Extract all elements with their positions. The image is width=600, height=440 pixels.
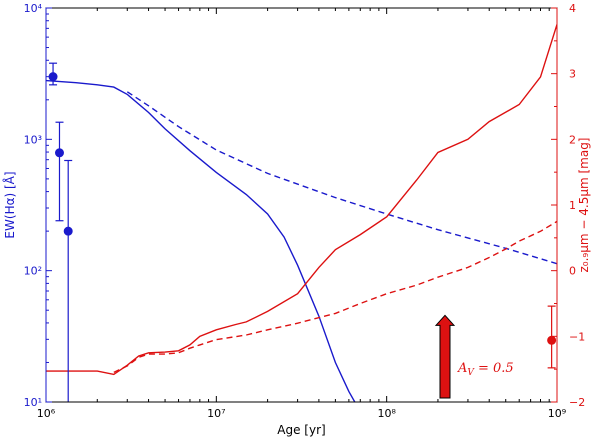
error-point <box>48 62 58 86</box>
annotation-layer: AV = 0.5 <box>434 314 514 399</box>
axes-layer: 10⁶ 10⁷ 10⁸ 10⁹ Age [yr] 10¹ 10² 10³ 10⁴ EW(Hα) [… <box>2 2 591 437</box>
series-line-right-solid <box>46 24 557 376</box>
data-point <box>54 148 64 158</box>
extinction-arrow <box>434 314 456 399</box>
right-tick-label: 3 <box>569 68 576 81</box>
data-point <box>547 335 557 345</box>
data-point <box>63 226 73 236</box>
left-tick-label: 10⁴ <box>24 2 43 15</box>
right-tick-label: 1 <box>569 199 576 212</box>
x-tick-label: 10⁶ <box>37 407 56 420</box>
x-tick-label: 10⁸ <box>377 407 396 420</box>
left-tick-label: 10³ <box>24 133 42 146</box>
right-tick-label: 2 <box>569 133 576 146</box>
left-axis-label: EW(Hα) [Å] <box>2 171 17 238</box>
series-layer <box>46 24 557 402</box>
series-line-left-dashed <box>126 91 557 265</box>
right-tick-label: 4 <box>569 2 576 15</box>
error-point <box>63 159 73 402</box>
series-line-left-solid <box>46 79 356 402</box>
extinction-label: AV = 0.5 <box>457 361 514 378</box>
right-tick-label: −1 <box>569 330 585 343</box>
data-point <box>48 72 58 82</box>
left-tick-label: 10² <box>24 265 42 278</box>
error-point <box>547 305 557 369</box>
error-point <box>54 121 64 222</box>
right-axis-label: z₀.₉μm − 4.5μm [mag] <box>577 138 591 273</box>
error-points-layer <box>48 62 557 402</box>
right-tick-label: 0 <box>569 265 576 278</box>
left-tick-label: 10¹ <box>24 396 42 409</box>
plot-frame <box>45 7 558 403</box>
x-axis-label: Age [yr] <box>277 423 325 437</box>
series-line-right-dashed <box>113 220 557 374</box>
right-tick-label: −2 <box>569 396 585 409</box>
x-tick-label: 10⁷ <box>207 407 225 420</box>
x-tick-label: 10⁹ <box>548 407 566 420</box>
